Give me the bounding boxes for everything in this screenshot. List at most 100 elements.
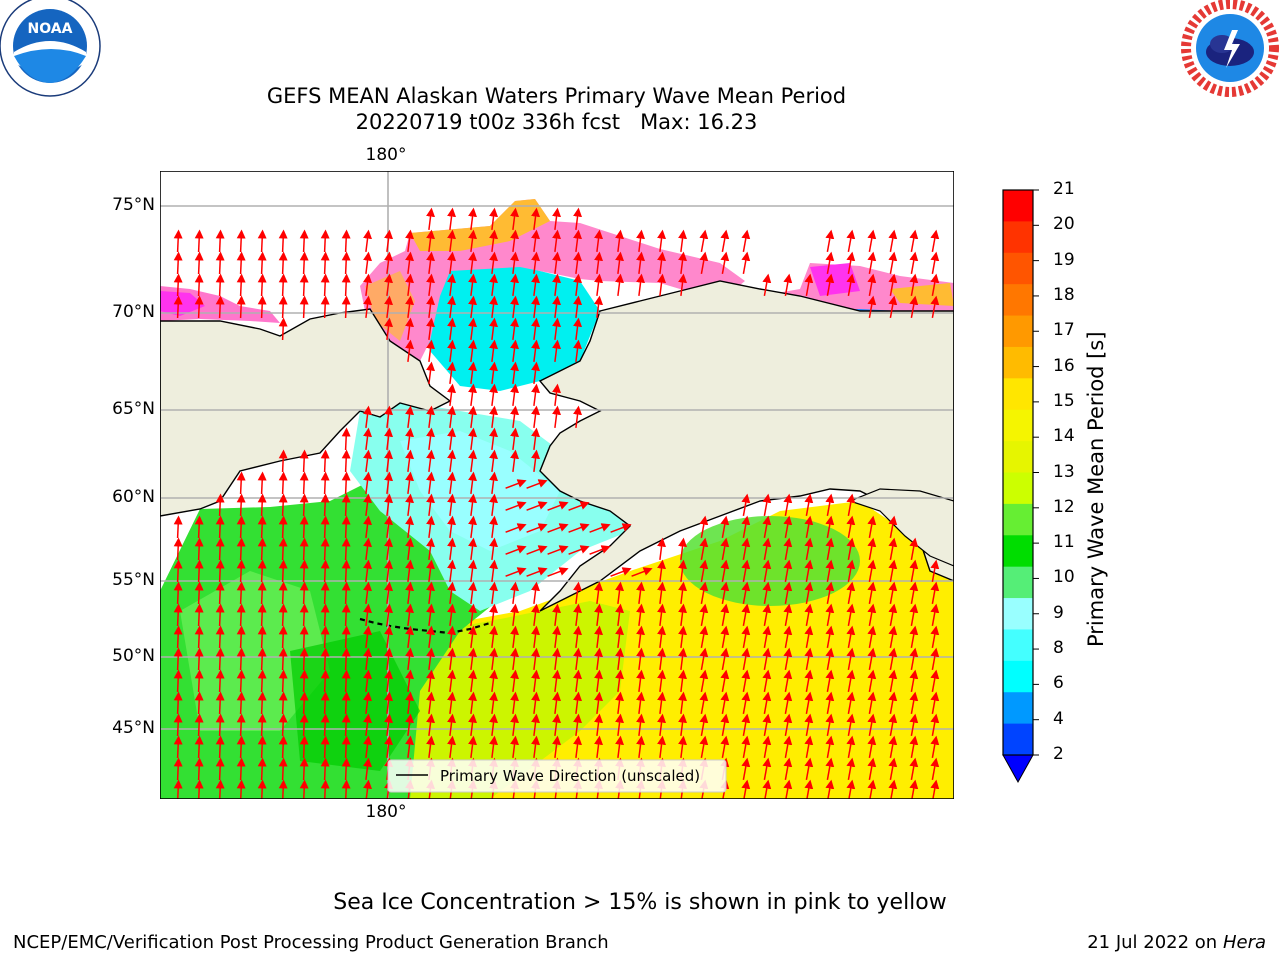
wave-direction-arrow [657,273,667,296]
wave-direction-arrow [468,471,478,494]
wave-direction-arrow [173,229,183,253]
wave-direction-arrow [278,691,288,715]
wave-direction-arrow [341,669,351,693]
wave-direction-arrow [320,625,330,649]
wave-direction-arrow [531,581,541,604]
wave-direction-arrows [173,207,940,799]
noaa-logo-icon: NOAA [0,0,101,97]
wave-direction-arrow [257,779,267,799]
wave-direction-arrow [257,295,267,319]
wave-direction-arrow [531,735,541,758]
wave-direction-arrow [909,691,919,715]
wave-direction-arrow [678,603,688,626]
wave-direction-arrow [236,603,246,627]
colorbar-segment [1003,441,1033,473]
colorbar-tick-label: 16 [1053,355,1075,376]
wave-direction-arrow [257,691,267,715]
wave-direction-arrow [552,229,562,252]
wave-direction-arrow [531,317,541,340]
wave-direction-arrow [699,735,709,759]
wave-direction-arrow [299,691,309,715]
wave-direction-arrow [426,625,436,648]
wave-direction-arrow [720,647,730,671]
wave-direction-arrow [510,713,520,736]
wave-direction-arrow [236,493,246,517]
wave-direction-arrow [468,669,478,692]
wave-direction-arrow [741,537,751,561]
wave-direction-arrow [405,603,415,626]
wave-direction-arrow [489,317,499,340]
wave-direction-arrow [215,735,225,759]
wave-direction-arrow [257,757,267,781]
wave-direction-arrow [384,691,394,714]
wave-direction-arrow [489,581,499,604]
wave-direction-arrow [384,581,394,604]
wave-direction-arrow [173,515,183,539]
noaa-logo: NOAA [0,0,104,104]
wave-direction-arrow [426,537,436,560]
wave-direction-arrow [510,295,520,318]
colorbar-segment [1003,566,1033,599]
wave-direction-arrow [867,713,877,737]
wave-direction-arrow [783,273,793,297]
colorbar-tick-label: 4 [1053,708,1064,729]
wave-direction-arrow [299,625,309,649]
colorbar-segment [1003,284,1033,317]
wave-direction-arrow [636,273,646,296]
plot-title-line1: GEFS MEAN Alaskan Waters Primary Wave Me… [266,84,847,108]
colorbar-segment [1003,190,1033,222]
wave-direction-arrow [426,515,436,538]
wave-direction-arrow [594,251,604,274]
wave-direction-arrow [568,523,590,533]
wave-direction-arrow [531,647,541,670]
wave-direction-arrow [636,581,646,604]
wave-direction-arrow [320,273,330,297]
wave-direction-arrow [825,273,835,297]
wave-direction-arrow [341,713,351,737]
wave-direction-arrow [825,229,835,253]
wave-direction-arrow [594,691,604,714]
wave-direction-arrow [426,207,436,230]
wave-direction-arrow [552,251,562,274]
wave-direction-arrow [278,251,288,275]
wave-direction-arrow [384,735,394,758]
wave-direction-arrow [678,625,688,648]
wave-direction-arrow [426,295,436,318]
wave-direction-arrow [783,647,793,671]
wave-direction-arrow [573,713,583,736]
wave-direction-arrow [341,779,351,799]
wave-direction-arrow [215,295,225,319]
wave-direction-arrow [888,757,898,781]
colorbar-segment [1003,692,1033,725]
wave-direction-arrow [173,757,183,781]
wave-direction-arrow [468,405,478,428]
noaa-logo-text: NOAA [28,21,73,37]
wave-direction-arrow [278,537,288,561]
wave-direction-arrow [505,545,527,555]
wave-direction-arrow [909,251,919,275]
wave-direction-arrow [657,691,667,714]
wave-direction-arrow [447,669,457,692]
wave-direction-arrow [846,603,856,627]
wave-direction-arrow [194,735,204,759]
wave-direction-arrow [552,339,562,362]
wave-direction-arrow [510,669,520,692]
wave-direction-arrow [825,757,835,781]
wave-direction-arrow [762,669,772,693]
wave-direction-arrow [363,757,373,780]
wave-direction-arrow [867,581,877,605]
wave-direction-arrow [363,427,373,450]
wave-direction-arrow [762,735,772,759]
wave-direction-arrow [405,317,415,340]
wave-direction-arrow [489,669,499,692]
wave-direction-arrow [320,229,330,253]
wave-direction-arrow [888,669,898,693]
wave-direction-arrow [930,735,940,759]
wave-direction-arrow [384,317,394,340]
wave-direction-arrow [699,559,709,583]
wave-direction-arrow [447,449,457,472]
wave-direction-arrow [720,559,730,583]
wave-direction-arrow [194,581,204,605]
wave-direction-arrow [236,537,246,561]
wave-direction-arrow [594,273,604,296]
